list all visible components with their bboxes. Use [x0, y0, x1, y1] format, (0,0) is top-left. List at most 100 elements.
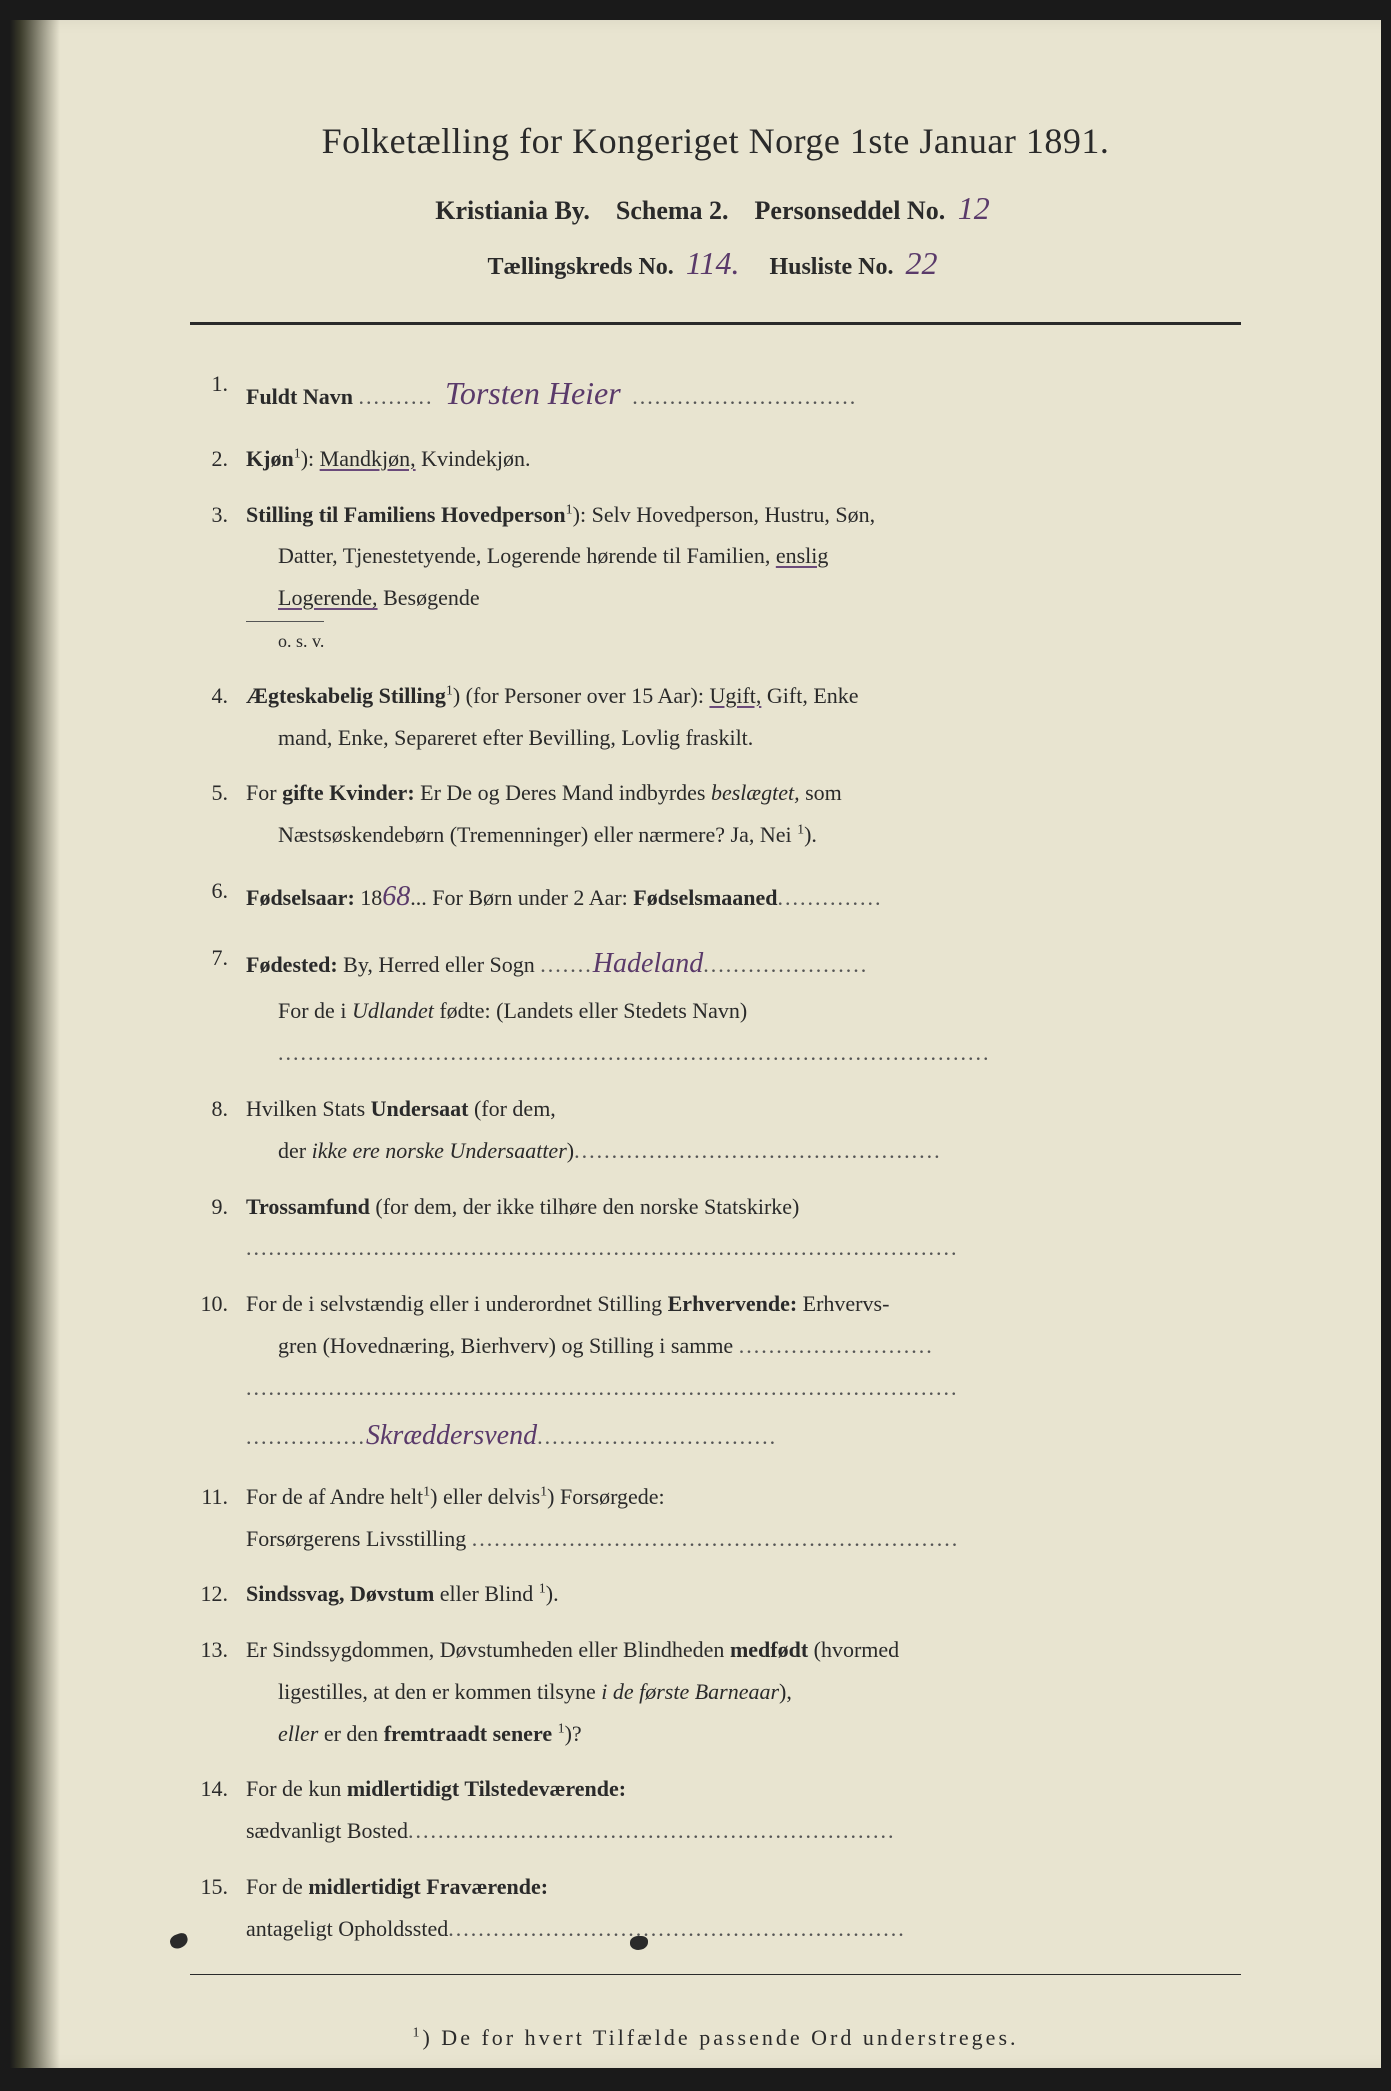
q12-label: Sindssvag, Døvstum: [246, 1581, 434, 1606]
field-body: For gifte Kvinder: Er De og Deres Mand i…: [246, 772, 1241, 856]
schema-label: Schema 2.: [616, 196, 729, 225]
q6-mid: ... For Børn under 2 Aar:: [410, 885, 633, 910]
q7-line2a: For de i: [246, 998, 352, 1023]
husliste-label: Husliste No.: [769, 254, 893, 280]
field-body: Sindssvag, Døvstum eller Blind 1).: [246, 1573, 1241, 1615]
field-body: Er Sindssygdommen, Døvstumheden eller Bl…: [246, 1629, 1241, 1754]
q13-line2a: ligestilles, at den er kommen tilsyne: [246, 1679, 601, 1704]
footnote-text: ) De for hvert Tilfælde passende Ord und…: [422, 2025, 1018, 2050]
q2-opt1: Mandkjøn,: [320, 446, 416, 471]
q13-line3b: fremtraadt senere: [384, 1721, 558, 1746]
q4-line2: mand, Enke, Separeret efter Bevilling, L…: [246, 725, 753, 750]
q8-line2a: der: [246, 1138, 312, 1163]
dots: ..........................: [739, 1333, 934, 1358]
dots: ................: [246, 1424, 366, 1449]
field-15: 15. For de midlertidigt Fraværende: anta…: [190, 1866, 1241, 1950]
dots: ..............................: [632, 384, 857, 409]
q5-it: beslægtet,: [711, 780, 800, 805]
field-body: For de i selvstændig eller i underordnet…: [246, 1283, 1241, 1462]
field-body: Ægteskabelig Stilling1) (for Personer ov…: [246, 675, 1241, 759]
content-area: Folketælling for Kongeriget Norge 1ste J…: [10, 80, 1381, 2091]
field-num: 7.: [190, 937, 246, 979]
q5-rest: Er De og Deres Mand indbyrdes: [415, 780, 711, 805]
fields-list: 1. Fuldt Navn .......... Torsten Heier .…: [190, 363, 1241, 1950]
q15-label: midlertidigt Fraværende:: [308, 1874, 548, 1899]
dots: ........................................…: [246, 1040, 991, 1065]
sup: 1: [558, 1721, 565, 1736]
q8-line2it: ikke ere norske Undersaatter: [312, 1138, 567, 1163]
q7-line2it: Udlandet: [352, 998, 434, 1023]
q15-line2: antageligt Opholdssted: [246, 1916, 448, 1941]
q7-value: Hadeland: [593, 948, 703, 979]
dots: ........................................…: [574, 1138, 942, 1163]
q4-label: Ægteskabelig Stilling: [246, 683, 446, 708]
q12-end: ).: [546, 1581, 559, 1606]
sup: 1: [294, 446, 301, 461]
field-2: 2. Kjøn1): Mandkjøn, Kvindekjøn.: [190, 438, 1241, 480]
field-6: 6. Fødselsaar: 1868... For Børn under 2 …: [190, 870, 1241, 923]
q9-rest: (for dem, der ikke tilhøre den norske St…: [370, 1194, 799, 1219]
q5-rest2: som: [800, 780, 842, 805]
kreds-value: 114.: [680, 245, 746, 282]
q7-label: Fødested:: [246, 952, 338, 977]
field-12: 12. Sindssvag, Døvstum eller Blind 1).: [190, 1573, 1241, 1615]
dots: ........................................…: [246, 1235, 959, 1260]
footnote: 1) De for hvert Tilfælde passende Ord un…: [190, 2025, 1241, 2051]
field-9: 9. Trossamfund (for dem, der ikke tilhør…: [190, 1186, 1241, 1270]
q13-line2b: ),: [779, 1679, 792, 1704]
field-10: 10. For de i selvstændig eller i underor…: [190, 1283, 1241, 1462]
field-num: 12.: [190, 1573, 246, 1615]
q10-rest: Erhvervs-: [797, 1291, 889, 1316]
main-title: Folketælling for Kongeriget Norge 1ste J…: [190, 120, 1241, 162]
q5-line2: Næstsøskendebørn (Tremenninger) eller næ…: [246, 822, 797, 847]
field-7: 7. Fødested: By, Herred eller Sogn .....…: [190, 937, 1241, 1074]
q10-pre: For de i selvstændig eller i underordnet…: [246, 1291, 668, 1316]
q13-line3c: )?: [565, 1721, 582, 1746]
q8-rest: (for dem,: [468, 1096, 555, 1121]
q7-rest: By, Herred eller Sogn: [338, 952, 541, 977]
q2-label: Kjøn: [246, 446, 294, 471]
q11-line2: Forsørgerens Livsstilling: [246, 1526, 472, 1551]
field-num: 1.: [190, 363, 246, 405]
dots: ........................................…: [408, 1818, 896, 1843]
q15-pre: For de: [246, 1874, 308, 1899]
field-body: Fødselsaar: 1868... For Børn under 2 Aar…: [246, 870, 1241, 923]
q3-enslig: enslig: [776, 543, 829, 568]
field-body: Kjøn1): Mandkjøn, Kvindekjøn.: [246, 438, 1241, 480]
dots: ........................................…: [472, 1526, 960, 1551]
q6-pre: 18: [355, 885, 383, 910]
q4-ugift: Ugift,: [709, 683, 761, 708]
q10-value: Skræddersvend: [366, 1420, 537, 1451]
husliste-value: 22: [899, 245, 943, 282]
q1-value: Torsten Heier: [439, 363, 627, 424]
field-body: Stilling til Familiens Hovedperson1): Se…: [246, 494, 1241, 661]
q3-rest: ): Selv Hovedperson, Hustru, Søn,: [573, 502, 875, 527]
field-num: 11.: [190, 1476, 246, 1518]
kreds-label: Tællingskreds No.: [488, 254, 674, 280]
q10-line2: gren (Hovednæring, Bierhverv) og Stillin…: [246, 1333, 739, 1358]
field-num: 2.: [190, 438, 246, 480]
city-label: Kristiania By.: [435, 196, 590, 225]
dots: ................................: [537, 1424, 777, 1449]
q13-rest1: (hvormed: [808, 1637, 899, 1662]
q5-label: gifte Kvinder:: [282, 780, 415, 805]
dots: ........................................…: [246, 1375, 959, 1400]
field-11: 11. For de af Andre helt1) eller delvis1…: [190, 1476, 1241, 1560]
dots: ......................: [703, 952, 868, 977]
field-num: 13.: [190, 1629, 246, 1671]
field-13: 13. Er Sindssygdommen, Døvstumheden elle…: [190, 1629, 1241, 1754]
q2-rest: ):: [301, 446, 320, 471]
field-body: Fødested: By, Herred eller Sogn .......H…: [246, 937, 1241, 1074]
subline: Tællingskreds No. 114. Husliste No. 22: [190, 245, 1241, 282]
q2-opt2: Kvindekjøn.: [416, 446, 531, 471]
field-4: 4. Ægteskabelig Stilling1) (for Personer…: [190, 675, 1241, 759]
q10-label: Erhvervende:: [668, 1291, 798, 1316]
field-body: Trossamfund (for dem, der ikke tilhøre d…: [246, 1186, 1241, 1270]
top-divider: [190, 322, 1241, 325]
q14-label: midlertidigt Tilstedeværende:: [347, 1776, 626, 1801]
q3-label: Stilling til Familiens Hovedperson: [246, 502, 566, 527]
field-num: 14.: [190, 1768, 246, 1810]
q4-rest2: Gift, Enke: [761, 683, 858, 708]
sup: 1: [446, 683, 453, 698]
q3-line3b: Besøgende: [378, 585, 480, 610]
